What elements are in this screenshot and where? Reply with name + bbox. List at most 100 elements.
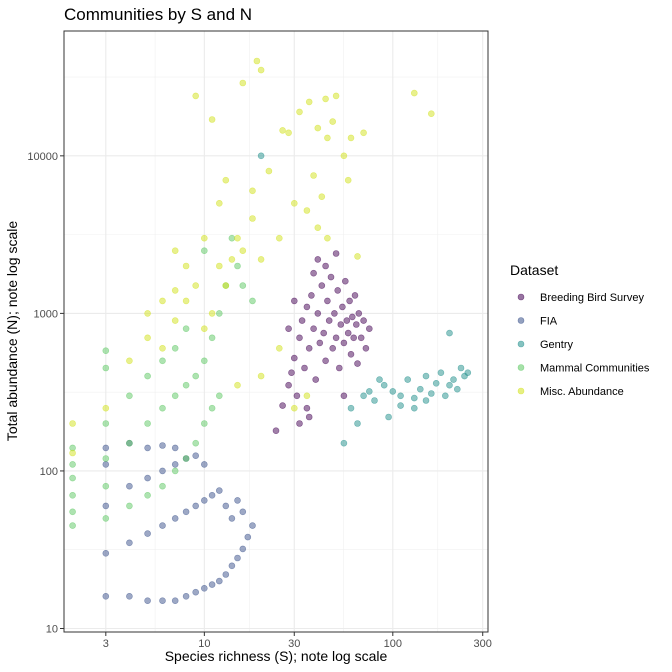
data-point-misc-abundance [249, 187, 256, 195]
data-point-mammal-communities [126, 392, 133, 400]
data-point-misc-abundance [340, 152, 348, 160]
data-point-fia [171, 444, 179, 452]
data-point-misc-abundance [159, 297, 166, 305]
data-point-breeding-bird-survey [293, 392, 301, 400]
data-point-mammal-communities [208, 334, 216, 342]
data-point-misc-abundance [296, 108, 303, 116]
y-axis: 10 100 1000 10000 [27, 151, 64, 635]
data-point-misc-abundance [171, 287, 179, 294]
data-point-fia [216, 577, 223, 585]
x-axis: 3 10 30 100 300 [103, 632, 492, 650]
x-tick-label: 3 [103, 638, 109, 650]
data-point-breeding-bird-survey [337, 321, 345, 328]
data-point-mammal-communities [216, 392, 223, 400]
data-point-fia [201, 461, 208, 468]
data-point-misc-abundance [305, 98, 313, 106]
data-point-gentry [441, 392, 449, 400]
data-point-fia [249, 522, 256, 529]
data-point-misc-abundance [222, 282, 230, 289]
data-point-breeding-bird-survey [340, 339, 348, 347]
data-point-gentry [389, 388, 397, 395]
data-point-fia [102, 592, 110, 600]
legend-swatch [517, 364, 525, 371]
data-point-breeding-bird-survey [310, 325, 317, 333]
data-point-fia [228, 515, 236, 522]
data-point-misc-abundance [310, 172, 317, 179]
data-point-fia [102, 461, 110, 468]
data-point-breeding-bird-survey [329, 344, 337, 352]
legend-label: Mammal Communities [540, 363, 650, 375]
data-point-breeding-bird-survey [288, 369, 295, 377]
data-point-mammal-communities [69, 508, 76, 516]
data-point-fia [216, 487, 223, 494]
data-point-fia [171, 597, 179, 605]
data-point-fia [192, 588, 199, 596]
data-point-gentry [432, 379, 440, 387]
data-point-misc-abundance [318, 193, 326, 200]
data-point-breeding-bird-survey [347, 350, 355, 358]
data-point-mammal-communities [102, 420, 110, 427]
data-point-breeding-bird-survey [332, 334, 340, 342]
data-point-breeding-bird-survey [341, 277, 349, 285]
data-point-breeding-bird-survey [332, 250, 340, 257]
data-point-mammal-communities [182, 455, 190, 462]
y-tick-label: 100 [40, 466, 58, 478]
data-point-mammal-communities [249, 297, 256, 305]
data-point-misc-abundance [222, 176, 230, 184]
data-point-fia [159, 522, 166, 529]
data-point-mammal-communities [201, 357, 208, 365]
data-point-fia [208, 581, 216, 588]
data-point-misc-abundance [257, 256, 265, 263]
data-point-mammal-communities [102, 347, 110, 355]
legend-label: FIA [540, 316, 558, 328]
data-point-breeding-bird-survey [279, 402, 286, 409]
data-point-fia [182, 508, 190, 516]
data-point-mammal-communities [171, 392, 179, 400]
data-point-breeding-bird-survey [296, 334, 303, 342]
data-point-gentry [257, 152, 265, 160]
data-point-breeding-bird-survey [357, 334, 365, 342]
data-point-fia [171, 515, 179, 522]
data-point-mammal-communities [228, 234, 236, 242]
data-point-breeding-bird-survey [343, 317, 351, 324]
data-point-misc-abundance [360, 129, 367, 137]
data-point-mammal-communities [182, 381, 190, 389]
data-point-fia [126, 592, 133, 600]
data-point-gentry [340, 439, 348, 447]
data-point-misc-abundance [257, 372, 265, 380]
data-point-breeding-bird-survey [316, 339, 324, 347]
data-point-breeding-bird-survey [285, 325, 292, 333]
data-point-gentry [450, 376, 457, 383]
data-point-misc-abundance [216, 200, 223, 207]
data-point-misc-abundance [324, 234, 331, 242]
data-point-mammal-communities [126, 439, 133, 447]
data-point-misc-abundance [208, 116, 216, 123]
data-point-breeding-bird-survey [346, 297, 353, 305]
y-tick-label: 10000 [27, 151, 58, 163]
data-point-gentry [422, 397, 430, 404]
data-point-fia [144, 597, 151, 605]
data-point-misc-abundance [344, 176, 352, 184]
data-point-gentry [437, 369, 445, 377]
data-point-misc-abundance [279, 127, 286, 134]
legend-swatch [517, 387, 525, 395]
data-point-gentry [404, 376, 412, 383]
data-point-gentry [354, 420, 361, 427]
data-point-breeding-bird-survey [334, 287, 342, 294]
data-point-mammal-communities [201, 247, 208, 254]
data-point-fia [192, 502, 199, 510]
data-point-gentry [376, 376, 383, 383]
data-point-fia [102, 549, 110, 557]
data-point-fia [159, 467, 166, 475]
data-point-misc-abundance [201, 234, 208, 242]
data-point-misc-abundance [182, 262, 190, 270]
grid-minor [64, 31, 488, 632]
data-point-breeding-bird-survey [285, 381, 292, 389]
data-point-misc-abundance [216, 262, 223, 270]
data-point-mammal-communities [69, 474, 76, 482]
legend-label: Gentry [540, 339, 574, 351]
chart-title: Communities by S and N [64, 5, 252, 24]
data-point-gentry [410, 394, 418, 402]
data-point-breeding-bird-survey [354, 360, 361, 367]
data-points [69, 57, 472, 605]
